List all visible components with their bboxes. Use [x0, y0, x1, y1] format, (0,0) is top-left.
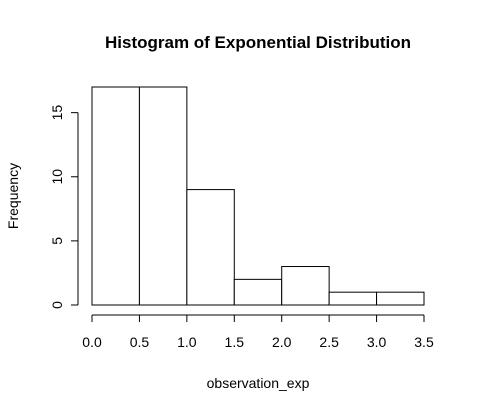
x-axis: 0.0 0.5 1.0 1.5 2.0 2.5 3.0 3.5 [82, 314, 434, 350]
x-axis-label: observation_exp [207, 375, 310, 391]
chart-title: Histogram of Exponential Distribution [105, 33, 411, 52]
y-axis: 0 5 10 15 [49, 105, 79, 309]
y-tick-label: 15 [49, 105, 65, 121]
histogram-bar [186, 189, 235, 306]
x-tick-label: 2.0 [272, 334, 292, 350]
histogram-bar [91, 86, 140, 306]
histogram-bar [328, 291, 378, 306]
histogram-bar [138, 86, 188, 306]
x-tick-label: 3.0 [367, 334, 387, 350]
y-axis-label: Frequency [5, 163, 21, 229]
x-tick-label: 0.0 [82, 334, 102, 350]
x-tick-label: 0.5 [130, 334, 150, 350]
x-tick-label: 1.0 [177, 334, 197, 350]
histogram-bar [376, 291, 425, 306]
x-tick-label: 3.5 [414, 334, 434, 350]
y-tick-label: 10 [49, 169, 65, 185]
y-tick-label: 5 [49, 237, 65, 245]
x-tick-label: 2.5 [319, 334, 339, 350]
y-tick-label: 0 [49, 301, 65, 309]
x-tick-label: 1.5 [225, 334, 245, 350]
histogram-bar [233, 278, 283, 306]
histogram-bar [281, 266, 330, 306]
bars-group [91, 86, 425, 306]
